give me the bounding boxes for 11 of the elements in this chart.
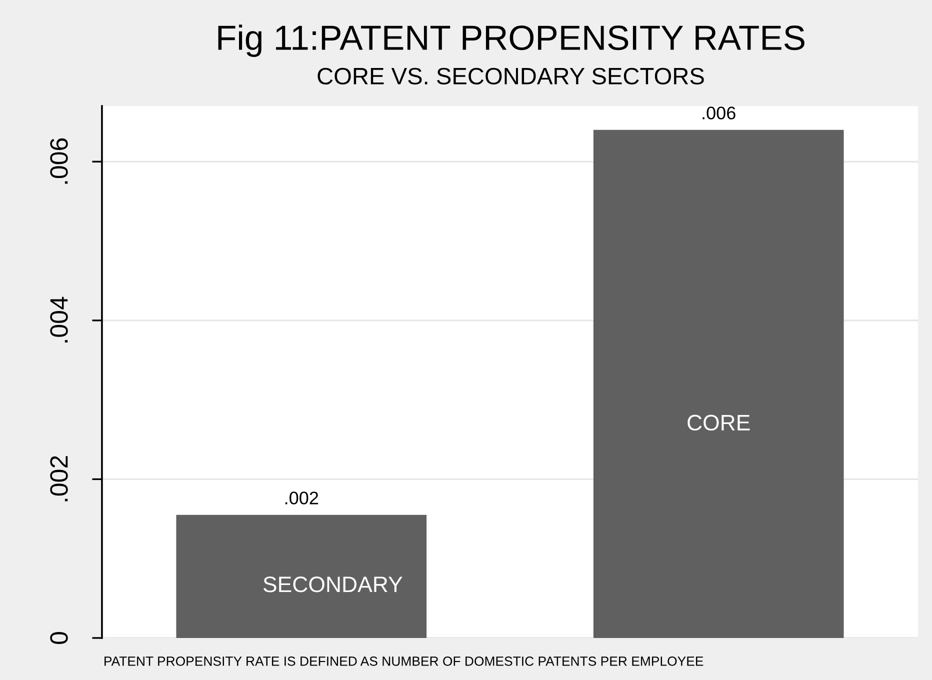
y-tick-label: 0 bbox=[50, 632, 68, 644]
y-tick-label: .006 bbox=[50, 138, 68, 184]
x-tick-label: CORE bbox=[688, 414, 750, 431]
data-label: .006 bbox=[702, 106, 736, 120]
chart-subtitle: CORE VS. SECONDARY SECTORS bbox=[318, 68, 704, 85]
x-tick-label: SECONDARY bbox=[263, 576, 402, 592]
text: PATENT PROPENSITY RATE IS DEFINED AS NUMBER OF DOMESTIC PATENTS PER EMPLOYEE bbox=[104, 656, 704, 666]
chart-title: Fig 11:PATENT PROPENSITY RATES bbox=[218, 24, 804, 57]
data-label: .002 bbox=[285, 492, 318, 504]
y-tick-label: .004 bbox=[50, 296, 68, 342]
y-tick-label: .002 bbox=[50, 456, 68, 502]
